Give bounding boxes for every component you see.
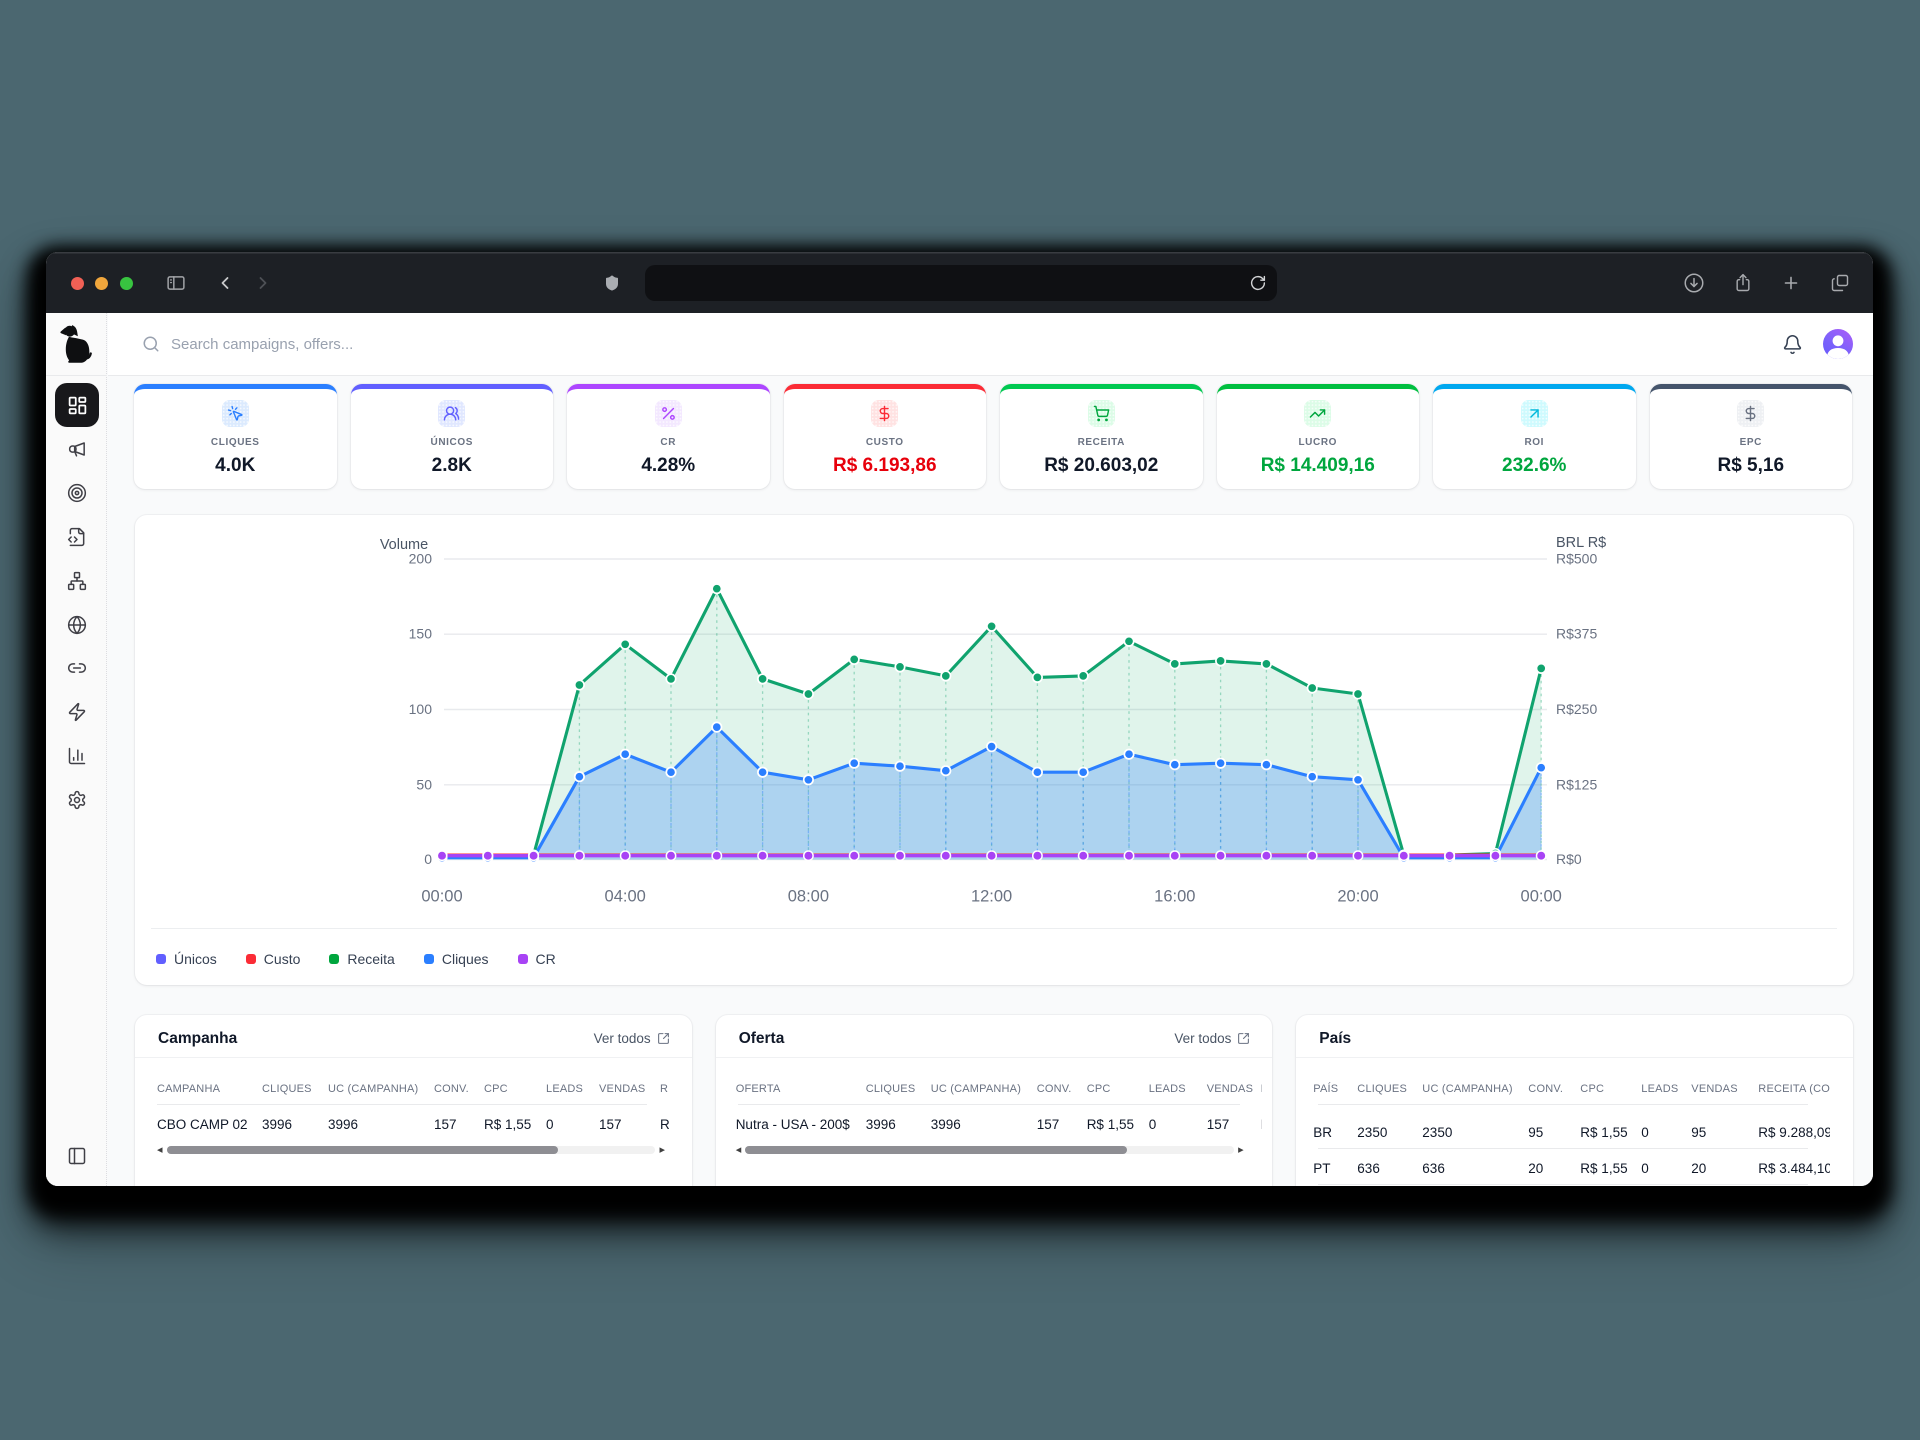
svg-text:150: 150 [409,626,433,642]
svg-text:16:00: 16:00 [1154,888,1195,906]
svg-text:R$375: R$375 [1556,626,1597,642]
svg-text:04:00: 04:00 [605,888,646,906]
svg-text:Volume: Volume [380,537,428,553]
svg-text:R$125: R$125 [1556,776,1597,792]
svg-text:R$500: R$500 [1556,551,1597,567]
svg-text:0: 0 [424,851,432,867]
svg-text:00:00: 00:00 [1521,888,1562,906]
svg-text:50: 50 [416,776,432,792]
svg-text:R$0: R$0 [1556,851,1582,867]
svg-text:BRL R$: BRL R$ [1556,535,1606,551]
svg-text:12:00: 12:00 [971,888,1012,906]
svg-text:100: 100 [409,701,433,717]
svg-text:00:00: 00:00 [421,888,462,906]
svg-text:200: 200 [409,551,433,567]
svg-text:08:00: 08:00 [788,888,829,906]
svg-text:20:00: 20:00 [1337,888,1378,906]
svg-text:R$250: R$250 [1556,701,1597,717]
